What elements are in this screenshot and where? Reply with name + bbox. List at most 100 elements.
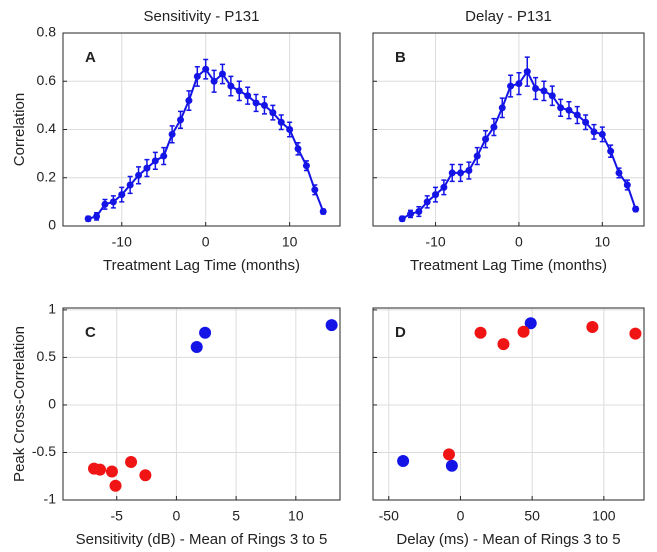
x-axis-label: Treatment Lag Time (months)	[410, 257, 607, 274]
x-tick-label: 5	[232, 508, 240, 524]
x-tick-label: 0	[202, 234, 210, 250]
point	[325, 319, 338, 332]
plot-frame	[372, 32, 645, 227]
point	[93, 212, 101, 220]
point	[565, 106, 573, 114]
panel-letter: D	[395, 324, 406, 341]
x-tick-label: -5	[111, 508, 124, 524]
point	[629, 327, 642, 340]
x-axis-label: Treatment Lag Time (months)	[103, 257, 300, 274]
y-tick-label: 0	[48, 396, 56, 412]
point	[277, 118, 285, 126]
point	[523, 68, 531, 76]
point	[319, 208, 327, 216]
point	[582, 118, 590, 126]
point	[105, 465, 118, 478]
point	[423, 198, 431, 206]
point	[260, 101, 268, 109]
chart-title: Sensitivity - P131	[144, 8, 260, 25]
point	[235, 87, 243, 95]
x-axis-label: Delay (ms) - Mean of Rings 3 to 5	[396, 531, 620, 548]
point	[168, 130, 176, 138]
x-tick-label: 10	[282, 234, 298, 250]
y-tick-label: 0.5	[37, 348, 57, 364]
point	[118, 191, 126, 199]
point	[442, 448, 455, 461]
point	[227, 82, 235, 90]
plot-background	[373, 308, 644, 500]
point	[139, 469, 152, 482]
point	[94, 463, 107, 476]
point	[202, 65, 210, 73]
point	[490, 123, 498, 131]
point	[151, 157, 159, 165]
plot-frame	[372, 307, 645, 501]
x-axis-label: Sensitivity (dB) - Mean of Rings 3 to 5	[76, 531, 328, 548]
point	[218, 70, 226, 78]
point	[177, 116, 185, 124]
point	[109, 198, 117, 206]
x-tick-label: 0	[173, 508, 181, 524]
chart-title: Delay - P131	[465, 8, 552, 25]
point	[126, 181, 134, 189]
y-tick-label: 0.4	[37, 120, 57, 136]
point	[532, 84, 540, 92]
point	[573, 111, 581, 119]
y-axis-label: Correlation	[11, 93, 28, 166]
point	[432, 191, 440, 199]
point	[440, 183, 448, 191]
point	[498, 104, 506, 112]
point	[210, 77, 218, 85]
y-tick-label: 1	[48, 301, 56, 317]
point	[590, 128, 598, 136]
y-tick-label: 0	[48, 217, 56, 233]
y-tick-label: -0.5	[32, 443, 56, 459]
point	[473, 152, 481, 160]
point	[269, 109, 277, 117]
point	[398, 215, 406, 223]
x-tick-label: 50	[524, 508, 540, 524]
point	[101, 200, 109, 208]
point	[143, 164, 151, 172]
point	[482, 135, 490, 143]
y-axis-label: Peak Cross-Correlation	[11, 326, 28, 482]
x-tick-label: 0	[515, 234, 523, 250]
point	[507, 82, 515, 90]
point	[415, 208, 423, 216]
point	[294, 145, 302, 153]
point	[244, 92, 252, 100]
point	[311, 186, 319, 194]
x-tick-label: 100	[592, 508, 616, 524]
point	[465, 167, 473, 175]
point	[524, 317, 537, 330]
y-tick-label: 0.8	[37, 24, 57, 40]
point	[517, 325, 530, 338]
point	[632, 205, 640, 213]
plot-frame	[62, 307, 341, 501]
point	[190, 340, 203, 353]
x-tick-label: 0	[457, 508, 465, 524]
point	[615, 169, 623, 177]
point	[252, 99, 260, 107]
panel-letter: A	[85, 49, 96, 66]
point	[598, 130, 606, 138]
point	[185, 97, 193, 105]
plot-frame	[62, 32, 341, 227]
point	[540, 87, 548, 95]
x-tick-label: -10	[425, 234, 445, 250]
point	[623, 181, 631, 189]
point	[407, 210, 415, 218]
point	[607, 147, 615, 155]
x-tick-label: -50	[379, 508, 399, 524]
y-tick-label: -1	[44, 491, 57, 507]
panel-letter: B	[395, 49, 406, 66]
point	[397, 455, 410, 468]
point	[193, 72, 201, 80]
point	[302, 162, 310, 170]
point	[286, 126, 294, 133]
y-tick-label: 0.6	[37, 72, 57, 88]
x-tick-label: 10	[288, 508, 304, 524]
point	[557, 104, 565, 112]
